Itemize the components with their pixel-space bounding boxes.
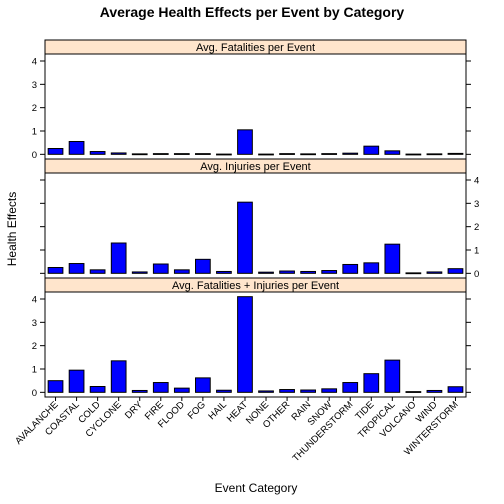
bar xyxy=(384,359,401,393)
bar xyxy=(300,153,316,156)
y-tick-label: 4 xyxy=(32,295,37,306)
bar xyxy=(131,153,148,156)
bar xyxy=(321,153,338,155)
bar xyxy=(363,262,380,274)
bar xyxy=(68,141,85,155)
y-tick-label: 1 xyxy=(32,127,37,138)
bar xyxy=(237,201,253,274)
y-tick-label: 1 xyxy=(474,246,479,257)
panel-frame xyxy=(44,277,467,398)
bar xyxy=(363,373,380,393)
bar xyxy=(68,369,85,393)
bar xyxy=(405,153,422,156)
panel-strip-label: Avg. Fatalities + Injuries per Event xyxy=(172,280,339,292)
bar xyxy=(300,389,316,393)
plot-area: Avg. Fatalities per Event 0 1 2 3 4 Avg. Injur… xyxy=(13,39,479,464)
y-tick-label: 0 xyxy=(32,150,37,161)
bar xyxy=(258,153,274,156)
panel-strip xyxy=(44,277,467,293)
panel-frame xyxy=(44,39,467,160)
y-tick-label: 2 xyxy=(32,341,37,352)
x-axis-title: Event Category xyxy=(215,481,298,495)
bar xyxy=(342,263,359,274)
panel-strip-label: Avg. Injuries per Event xyxy=(200,161,310,173)
bar xyxy=(300,270,316,274)
bar xyxy=(47,148,64,155)
bar xyxy=(89,269,106,274)
bar xyxy=(47,267,64,274)
bar xyxy=(152,263,169,274)
bar xyxy=(426,389,443,393)
y-tick-label: 4 xyxy=(32,57,37,68)
bar xyxy=(384,243,401,274)
bar xyxy=(195,258,211,274)
bar xyxy=(279,270,295,274)
bar xyxy=(237,296,253,393)
panel-strip xyxy=(44,39,467,55)
bar xyxy=(216,153,232,156)
bar xyxy=(89,386,106,393)
bar xyxy=(173,269,190,274)
bar xyxy=(131,271,148,274)
bar xyxy=(173,153,190,155)
y-tick-label: 3 xyxy=(32,318,37,329)
y-tick-label: 0 xyxy=(474,269,479,280)
y-tick-label: 1 xyxy=(32,365,37,376)
bar xyxy=(195,377,211,393)
bar xyxy=(426,271,443,274)
bar xyxy=(342,152,359,155)
bar xyxy=(447,268,464,274)
panel-strip-label: Avg. Fatalities per Event xyxy=(196,42,315,54)
y-tick-label: 3 xyxy=(32,80,37,91)
y-tick-label: 2 xyxy=(474,222,479,233)
bar xyxy=(258,271,274,274)
bar xyxy=(321,270,338,274)
bar xyxy=(173,387,190,393)
bar xyxy=(131,389,148,393)
bar xyxy=(279,153,295,155)
panel-strip xyxy=(44,158,467,174)
bar xyxy=(342,382,359,393)
y-axis-title: Health Effects xyxy=(5,192,19,266)
bar xyxy=(89,151,106,155)
bar xyxy=(195,153,211,155)
bar xyxy=(405,391,422,393)
x-tick-label: DRY xyxy=(123,399,145,421)
bar xyxy=(110,242,127,274)
bar xyxy=(258,390,274,393)
bar xyxy=(152,382,169,393)
bar xyxy=(447,386,464,393)
y-tick-label: 3 xyxy=(474,199,479,210)
bar xyxy=(384,150,401,155)
bar xyxy=(447,152,464,155)
chart-title: Average Health Effects per Event by Cate… xyxy=(100,4,405,20)
bar xyxy=(110,152,127,155)
bar xyxy=(237,129,253,155)
bar xyxy=(152,153,169,155)
y-tick-label: 0 xyxy=(32,388,37,399)
bar xyxy=(363,145,380,155)
bar xyxy=(47,380,64,393)
bar xyxy=(110,360,127,393)
x-tick-label: FOG xyxy=(186,399,208,421)
bar xyxy=(321,388,338,393)
bar xyxy=(216,270,232,274)
bar xyxy=(68,263,85,274)
bar xyxy=(405,272,422,275)
y-tick-label: 4 xyxy=(474,176,479,187)
bar xyxy=(279,389,295,393)
panel-frame xyxy=(44,158,467,279)
bar xyxy=(216,389,232,393)
bar xyxy=(426,153,443,156)
y-tick-label: 2 xyxy=(32,103,37,114)
